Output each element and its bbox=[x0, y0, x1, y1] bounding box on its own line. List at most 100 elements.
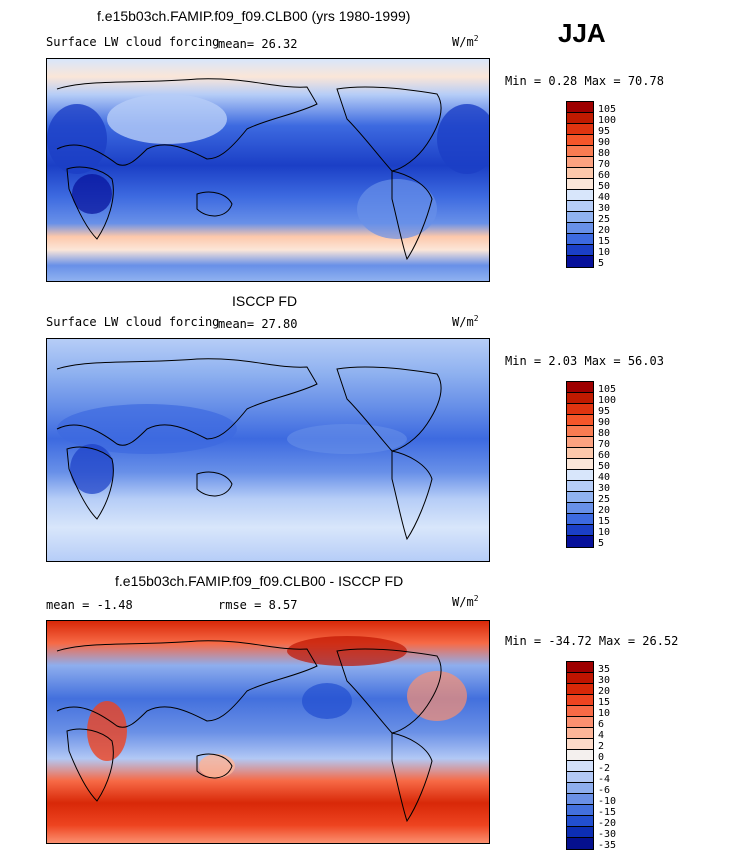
panel2-title: ISCCP FD bbox=[232, 293, 298, 309]
colorbar-tick-label: 15 bbox=[598, 516, 611, 527]
colorbar-swatch bbox=[567, 256, 593, 267]
colorbar-tick-label: -15 bbox=[598, 807, 617, 818]
panel1-minmax: Min = 0.28 Max = 70.78 bbox=[505, 74, 664, 88]
panel2-variable: Surface LW cloud forcing bbox=[46, 315, 220, 329]
colorbar-tick-label: 60 bbox=[598, 170, 611, 181]
colorbar-tick-label: 95 bbox=[598, 126, 611, 137]
colorbar-tick-label: 105 bbox=[598, 384, 617, 395]
colorbar-swatch bbox=[567, 794, 593, 805]
colorbar-swatch bbox=[567, 772, 593, 783]
panel2-map bbox=[46, 338, 490, 562]
colorbar-tick-label: 70 bbox=[598, 159, 611, 170]
colorbar-swatch bbox=[567, 168, 593, 179]
panel2-mean: mean= 27.80 bbox=[218, 317, 298, 331]
colorbar-tick-label: 35 bbox=[598, 664, 611, 675]
colorbar-swatch bbox=[567, 514, 593, 525]
colorbar-swatch bbox=[567, 135, 593, 146]
colorbar-tick-label: 100 bbox=[598, 115, 617, 126]
colorbar-swatch bbox=[567, 827, 593, 838]
colorbar-swatch bbox=[567, 179, 593, 190]
colorbar-swatch bbox=[567, 536, 593, 547]
colorbar-tick-label: 15 bbox=[598, 697, 611, 708]
colorbar-swatch bbox=[567, 415, 593, 426]
colorbar-tick-label: 20 bbox=[598, 225, 611, 236]
season-label: JJA bbox=[558, 18, 606, 48]
colorbar-swatch bbox=[567, 684, 593, 695]
colorbar-tick-label: -6 bbox=[598, 785, 611, 796]
colorbar-swatch bbox=[567, 783, 593, 794]
colorbar-swatch bbox=[567, 124, 593, 135]
colorbar-tick-label: 40 bbox=[598, 192, 611, 203]
colorbar-swatch bbox=[567, 113, 593, 124]
panel1-units: W/m2 bbox=[452, 34, 479, 49]
colorbar-tick-label: 4 bbox=[598, 730, 605, 741]
panel3-map bbox=[46, 620, 490, 844]
colorbar-tick-label: 50 bbox=[598, 461, 611, 472]
colorbar-swatch bbox=[567, 146, 593, 157]
colorbar-tick-label: 0 bbox=[598, 752, 605, 763]
colorbar-swatch bbox=[567, 816, 593, 827]
colorbar-tick-label: 10 bbox=[598, 708, 611, 719]
colorbar-swatch bbox=[567, 838, 593, 849]
colorbar-tick-label: 5 bbox=[598, 538, 605, 549]
colorbar-swatch bbox=[567, 190, 593, 201]
colorbar-tick-label: 30 bbox=[598, 203, 611, 214]
panel3-minmax: Min = -34.72 Max = 26.52 bbox=[505, 634, 679, 648]
panel1-colorbar bbox=[566, 101, 594, 268]
colorbar-tick-label: 90 bbox=[598, 417, 611, 428]
panel3-units: W/m2 bbox=[452, 594, 479, 609]
colorbar-tick-label: 10 bbox=[598, 247, 611, 258]
panel1-title: f.e15b03ch.FAMIP.f09_f09.CLB00 (yrs 1980… bbox=[97, 8, 411, 24]
colorbar-swatch bbox=[567, 459, 593, 470]
colorbar-swatch bbox=[567, 426, 593, 437]
colorbar-swatch bbox=[567, 393, 593, 404]
colorbar-tick-label: 25 bbox=[598, 214, 611, 225]
colorbar-swatch bbox=[567, 728, 593, 739]
colorbar-swatch bbox=[567, 245, 593, 256]
colorbar-tick-label: 20 bbox=[598, 505, 611, 516]
panel2-colorbar bbox=[566, 381, 594, 548]
colorbar-swatch bbox=[567, 382, 593, 393]
colorbar-tick-label: 30 bbox=[598, 483, 611, 494]
panel3-rmse: rmse = 8.57 bbox=[218, 598, 298, 612]
colorbar-swatch bbox=[567, 212, 593, 223]
colorbar-swatch bbox=[567, 437, 593, 448]
colorbar-tick-label: -4 bbox=[598, 774, 611, 785]
colorbar-tick-label: -35 bbox=[598, 840, 617, 851]
colorbar-swatch bbox=[567, 673, 593, 684]
panel2-minmax: Min = 2.03 Max = 56.03 bbox=[505, 354, 664, 368]
colorbar-swatch bbox=[567, 695, 593, 706]
colorbar-tick-label: 105 bbox=[598, 104, 617, 115]
colorbar-tick-label: 5 bbox=[598, 258, 605, 269]
colorbar-swatch bbox=[567, 492, 593, 503]
colorbar-swatch bbox=[567, 750, 593, 761]
colorbar-swatch bbox=[567, 706, 593, 717]
colorbar-swatch bbox=[567, 739, 593, 750]
colorbar-swatch bbox=[567, 234, 593, 245]
colorbar-tick-label: 70 bbox=[598, 439, 611, 450]
colorbar-tick-label: 2 bbox=[598, 741, 605, 752]
colorbar-swatch bbox=[567, 102, 593, 113]
colorbar-tick-label: -2 bbox=[598, 763, 611, 774]
colorbar-swatch bbox=[567, 201, 593, 212]
colorbar-tick-label: 6 bbox=[598, 719, 605, 730]
colorbar-tick-label: 60 bbox=[598, 450, 611, 461]
colorbar-swatch bbox=[567, 525, 593, 536]
colorbar-swatch bbox=[567, 157, 593, 168]
panel3-title: f.e15b03ch.FAMIP.f09_f09.CLB00 - ISCCP F… bbox=[115, 573, 404, 589]
panel3-colorbar bbox=[566, 661, 594, 850]
colorbar-tick-label: 30 bbox=[598, 675, 611, 686]
panel1-mean: mean= 26.32 bbox=[218, 37, 298, 51]
colorbar-swatch bbox=[567, 662, 593, 673]
panel1-map bbox=[46, 58, 490, 282]
colorbar-tick-label: 80 bbox=[598, 428, 611, 439]
colorbar-tick-label: 90 bbox=[598, 137, 611, 148]
colorbar-tick-label: 40 bbox=[598, 472, 611, 483]
colorbar-tick-label: 95 bbox=[598, 406, 611, 417]
panel2-units: W/m2 bbox=[452, 314, 479, 329]
colorbar-swatch bbox=[567, 805, 593, 816]
colorbar-tick-label: -30 bbox=[598, 829, 617, 840]
colorbar-swatch bbox=[567, 481, 593, 492]
colorbar-tick-label: 10 bbox=[598, 527, 611, 538]
colorbar-swatch bbox=[567, 470, 593, 481]
